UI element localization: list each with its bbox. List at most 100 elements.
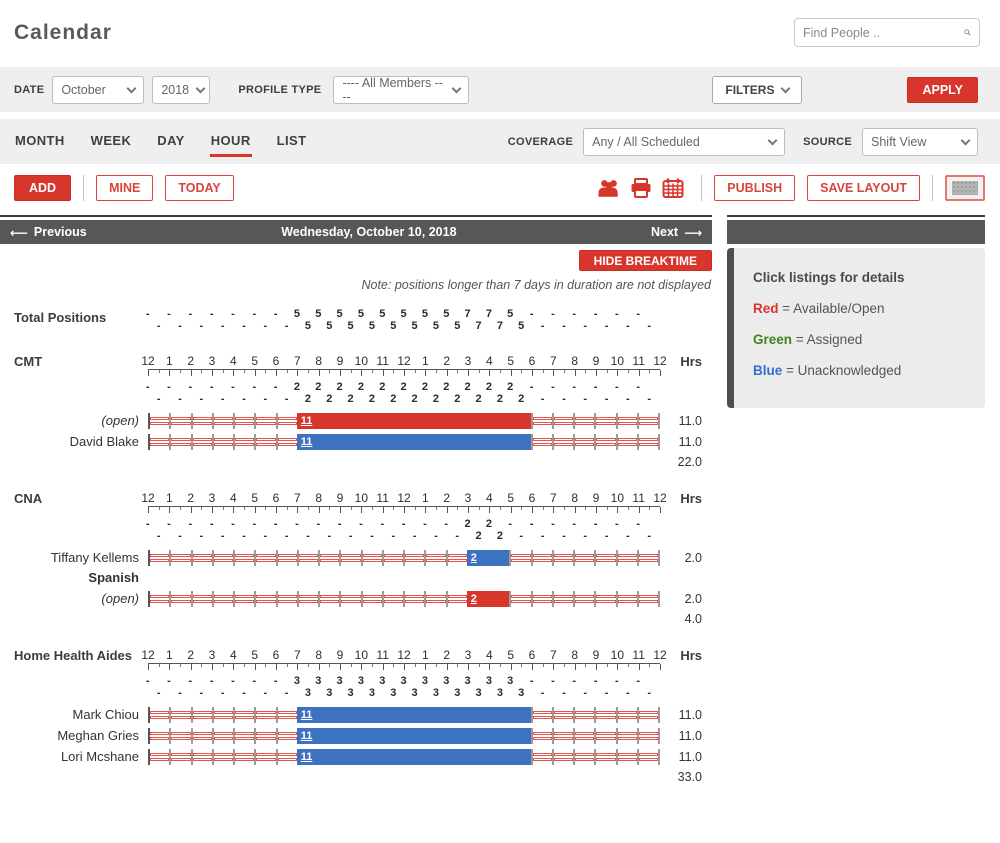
- today-button[interactable]: TODAY: [165, 175, 234, 201]
- track-cell: [573, 434, 595, 450]
- ruler-tick: [350, 664, 352, 667]
- tab-month[interactable]: MONTH: [15, 132, 65, 148]
- track-cell: [296, 550, 318, 566]
- count-cell: 3: [390, 687, 397, 699]
- mine-button[interactable]: MINE: [96, 175, 154, 201]
- track-cell: [254, 707, 276, 723]
- listing-hours: 11.0: [678, 729, 702, 743]
- chevron-down-icon: [767, 135, 778, 145]
- ruler-tick: [510, 664, 512, 670]
- ruler-tick: [148, 370, 149, 376]
- count-cell: -: [242, 687, 246, 699]
- count-cell: -: [540, 393, 545, 405]
- previous-button[interactable]: ⟵ Previous: [10, 225, 87, 240]
- count-cell: -: [231, 308, 235, 320]
- search-input[interactable]: [803, 25, 964, 40]
- shift-bar[interactable]: 2: [466, 591, 510, 607]
- count-cell: -: [284, 687, 289, 699]
- hour-counts-row: - - - - - - - 5 5 5 5 5 5 5 5 7 7 5 - - - - - -: [137, 308, 649, 320]
- count-cell: -: [626, 530, 630, 542]
- divider: [83, 175, 85, 201]
- profile-type-select[interactable]: ---- All Members ----: [333, 75, 470, 104]
- track-cell: [424, 591, 446, 607]
- hour-label: 5: [507, 354, 514, 368]
- year-select[interactable]: 2018: [152, 75, 211, 104]
- apply-button[interactable]: APPLY: [907, 76, 978, 103]
- count-cell: -: [626, 320, 630, 332]
- next-button[interactable]: Next ⟶: [651, 225, 702, 240]
- ruler-tick: [649, 664, 651, 667]
- ruler-tick: [233, 664, 235, 670]
- search-icon[interactable]: [964, 25, 971, 40]
- count-cell: 5: [304, 320, 312, 332]
- publish-button[interactable]: PUBLISH: [714, 175, 796, 201]
- half-hour-counts-row: - - - - - - - 2 2 2 2 2 2 2 2 2 2 2 - - - - - -: [148, 393, 660, 405]
- ruler-tick: [372, 370, 373, 373]
- shift-bar[interactable]: 11: [296, 728, 531, 744]
- hour-label: 10: [610, 648, 625, 662]
- source-select[interactable]: Shift View: [862, 127, 978, 156]
- track-cell: [318, 550, 340, 566]
- month-select[interactable]: October: [52, 75, 145, 104]
- hour-label: 3: [464, 491, 472, 505]
- track-cell: [573, 591, 595, 607]
- hour-label: 11: [632, 648, 645, 662]
- filters-button[interactable]: FILTERS: [712, 75, 803, 104]
- tab-week[interactable]: WEEK: [90, 132, 132, 148]
- count-cell: 2: [347, 393, 354, 405]
- hour-label: 10: [610, 354, 625, 368]
- tab-hour[interactable]: HOUR: [209, 127, 252, 157]
- count-cell: 5: [379, 308, 386, 320]
- track-cell: [615, 728, 637, 744]
- save-layout-button[interactable]: SAVE LAYOUT: [807, 175, 920, 201]
- count-cell: 3: [443, 675, 450, 687]
- shift-bar[interactable]: 11: [296, 707, 531, 723]
- count-cell: -: [199, 393, 204, 405]
- shift-bar[interactable]: 11: [296, 749, 531, 765]
- hour-label: 11: [376, 648, 389, 662]
- legend-term-green: Green: [753, 332, 793, 347]
- add-button[interactable]: ADD: [14, 175, 72, 201]
- find-people-search[interactable]: [794, 18, 980, 47]
- track-cell: [169, 591, 191, 607]
- shift-bar[interactable]: 2: [466, 550, 510, 566]
- count-cell: -: [615, 675, 619, 687]
- track-cell: [530, 434, 552, 450]
- print-icon[interactable]: [630, 178, 652, 198]
- track-cell: [636, 550, 658, 566]
- shift-hours-label: 11: [300, 751, 313, 763]
- calendar-icon[interactable]: [662, 178, 684, 198]
- group-icon[interactable]: [598, 178, 620, 198]
- ruler-tick: [382, 507, 384, 513]
- section-subtotal: 33.0: [677, 770, 702, 784]
- coverage-select[interactable]: Any / All Scheduled: [583, 127, 786, 156]
- shift-bar[interactable]: 11: [296, 413, 531, 429]
- legend-panel: Click listings for details Red = Availab…: [727, 248, 985, 408]
- hide-breaktime-button[interactable]: HIDE BREAKTIME: [578, 250, 712, 271]
- tab-list[interactable]: LIST: [276, 132, 307, 148]
- track-cell: [615, 413, 637, 429]
- shift-bar[interactable]: 11: [296, 434, 531, 450]
- count-cell: 5: [347, 320, 354, 332]
- hour-label: 4: [485, 648, 493, 662]
- count-cell: 5: [357, 308, 364, 320]
- tab-day[interactable]: DAY: [157, 132, 185, 148]
- hour-label: 1: [421, 491, 429, 505]
- ruler-tick: [542, 370, 544, 373]
- ruler-tick: [553, 370, 555, 376]
- count-cell: 2: [326, 393, 333, 405]
- grid-layout-button[interactable]: [945, 175, 985, 201]
- track-cell: [211, 728, 233, 744]
- track-cell: [148, 707, 170, 723]
- count-cell: -: [551, 308, 555, 320]
- track-cell: [594, 728, 616, 744]
- scrollbar[interactable]: [727, 248, 734, 408]
- ruler-tick: [532, 664, 533, 670]
- ruler-tick: [233, 370, 235, 376]
- track-cell: [169, 550, 191, 566]
- track-cell: [190, 591, 212, 607]
- track-cell: [509, 550, 531, 566]
- track-cell: [594, 591, 616, 607]
- count-cell: -: [455, 530, 460, 542]
- hour-label: 10: [354, 354, 369, 368]
